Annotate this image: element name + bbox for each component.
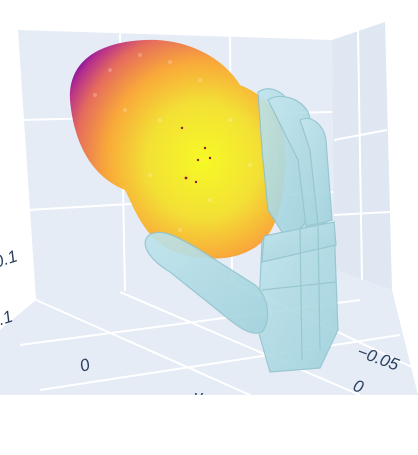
axis-title-x: x — [35, 390, 45, 409]
axis-title-y: y — [193, 387, 204, 406]
tick-z-0.1: 0.1 — [0, 246, 20, 271]
